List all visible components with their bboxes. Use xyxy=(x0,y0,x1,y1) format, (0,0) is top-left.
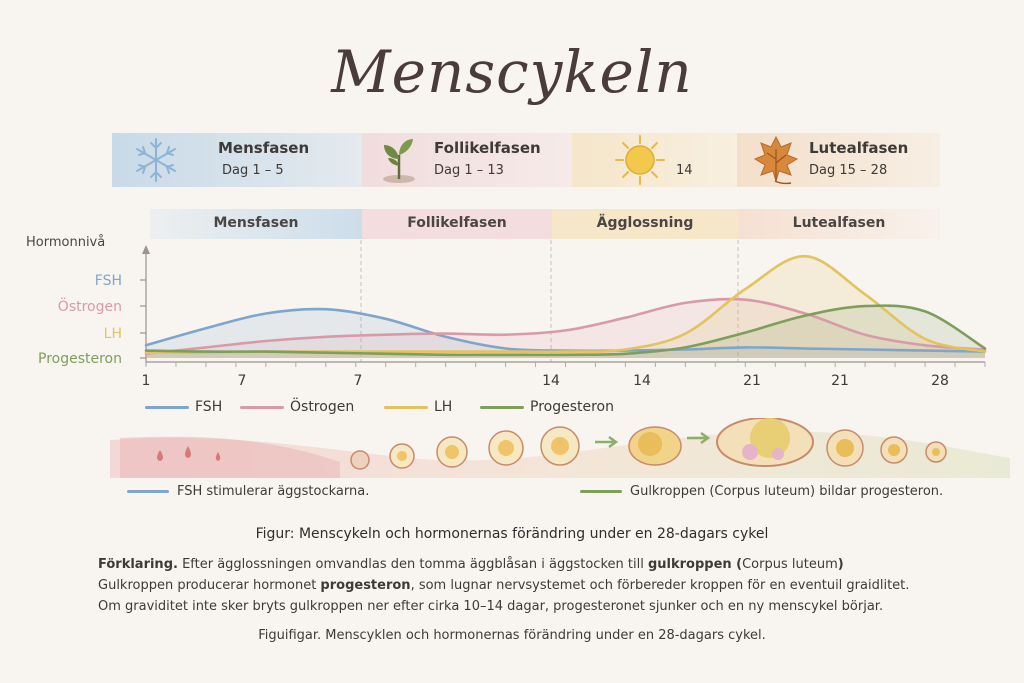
ytick-label: Progesteron xyxy=(38,351,122,367)
xtick-label: 21 xyxy=(743,373,761,389)
hormone-chart: Hormonnivå FSH Östrogen LH Progesteron 1 7 7 1… xyxy=(26,235,987,389)
phase-card-luteal: Lutealfasen Dag 15 – 28 xyxy=(737,133,940,187)
explanation-line-3: Om graviditet inte sker bryts gulkroppen… xyxy=(98,599,884,614)
explanation-line-2: Gulkroppen producerar hormonet progester… xyxy=(98,575,958,596)
xtick-label: 28 xyxy=(931,373,949,389)
explanation-line-1: Förklaring. Efter ägglossningen omvandla… xyxy=(98,554,958,575)
xtick-label: 14 xyxy=(542,373,560,389)
phase-card-name: Follikelfasen xyxy=(434,139,541,157)
phase-card-agglossning: 14 xyxy=(572,133,737,187)
legend-label: Östrogen xyxy=(290,399,355,415)
phase-card-days: 14 xyxy=(676,163,693,178)
phase-card-name: Mensfasen xyxy=(218,139,310,157)
legend-label: LH xyxy=(434,399,453,415)
figure-caption: Figur: Menscykeln och hormonernas föränd… xyxy=(255,526,769,542)
y-axis-label: Hormonnivå xyxy=(26,235,105,250)
series-ostrogen-line xyxy=(144,297,987,356)
follicle-illustration xyxy=(110,418,1010,478)
series-progesteron-area xyxy=(146,305,985,358)
note-swatch-progesteron xyxy=(580,490,622,493)
phase-band-label: Ägglossning xyxy=(596,215,694,231)
phase-card-name: Lutealfasen xyxy=(809,139,909,157)
series-fsh-area xyxy=(146,309,985,358)
snowflake-icon xyxy=(136,138,176,182)
page-title: Menscykeln xyxy=(331,38,693,106)
ytick-label: LH xyxy=(104,326,122,342)
note-fsh: FSH stimulerar äggstockarna. xyxy=(127,484,369,499)
phase-band-luteal: Lutealfasen xyxy=(738,209,940,239)
explanation-text: Efter ägglossningen omvandlas den tomma … xyxy=(177,557,648,572)
ytick-label: Östrogen xyxy=(58,297,122,315)
legend-swatch-fsh xyxy=(145,405,189,409)
y-axis-arrow xyxy=(142,245,150,254)
xtick-label: 14 xyxy=(633,373,651,389)
note-text: FSH stimulerar äggstockarna. xyxy=(177,484,370,499)
sun-icon xyxy=(615,135,665,185)
explanation-text: , som lugnar nervsystemet och förbereder… xyxy=(410,578,910,593)
phase-band-agglossning: Ägglossning xyxy=(552,209,738,239)
phase-band-follikel: Follikelfasen xyxy=(362,209,552,239)
legend-fsh: FSH xyxy=(145,399,222,415)
explanation-term: gulkroppen ( xyxy=(647,557,743,572)
legend-label: FSH xyxy=(195,399,223,415)
xtick-label: 7 xyxy=(354,373,363,389)
legend-swatch-ostrogen xyxy=(240,405,284,409)
series-progesteron-line xyxy=(144,304,987,357)
explanation-text: Corpus luteum xyxy=(742,557,838,572)
note-swatch-fsh xyxy=(127,490,169,493)
explanation: Förklaring. Efter ägglossningen omvandla… xyxy=(98,554,958,617)
explanation-lead: Förklaring. xyxy=(98,557,178,572)
legend-swatch-progesteron xyxy=(480,405,524,409)
legend-swatch-lh xyxy=(384,405,428,409)
xtick-label: 1 xyxy=(142,373,151,389)
explanation-term: ) xyxy=(837,557,844,572)
phase-band-mens: Mensfasen xyxy=(150,209,362,239)
phase-band-label: Follikelfasen xyxy=(407,215,507,231)
legend-label: Progesteron xyxy=(530,399,614,415)
phase-card-days: Dag 15 – 28 xyxy=(809,163,888,178)
phase-card-days: Dag 1 – 5 xyxy=(222,163,284,178)
figure-caption-secondary: Figuifigar. Menscyklen och hormonernas f… xyxy=(258,628,766,643)
ytick-label: FSH xyxy=(95,273,122,289)
legend-ostrogen: Östrogen xyxy=(240,399,354,415)
phase-card-days: Dag 1 – 13 xyxy=(434,163,504,178)
note-progesteron: Gulkroppen (Corpus luteum) bildar proges… xyxy=(580,484,943,499)
explanation-text: Gulkroppen producerar hormonet xyxy=(98,578,321,593)
series-lh-area xyxy=(146,256,985,358)
xtick-label: 7 xyxy=(238,373,247,389)
note-text: Gulkroppen (Corpus luteum) bildar proges… xyxy=(630,484,944,499)
legend-lh: LH xyxy=(384,399,452,415)
xtick-label: 21 xyxy=(831,373,849,389)
sprout-icon xyxy=(383,139,415,183)
phase-band-label: Mensfasen xyxy=(213,215,299,231)
phase-card-follikel: Follikelfasen Dag 1 – 13 xyxy=(362,133,572,187)
leaf-icon xyxy=(753,135,799,185)
series-ostrogen-area xyxy=(146,299,985,358)
explanation-term: progesteron xyxy=(320,578,411,593)
phase-band-label: Lutealfasen xyxy=(792,215,886,231)
legend-progesteron: Progesteron xyxy=(480,399,614,415)
phase-card-mens: Mensfasen Dag 1 – 5 xyxy=(112,133,362,187)
